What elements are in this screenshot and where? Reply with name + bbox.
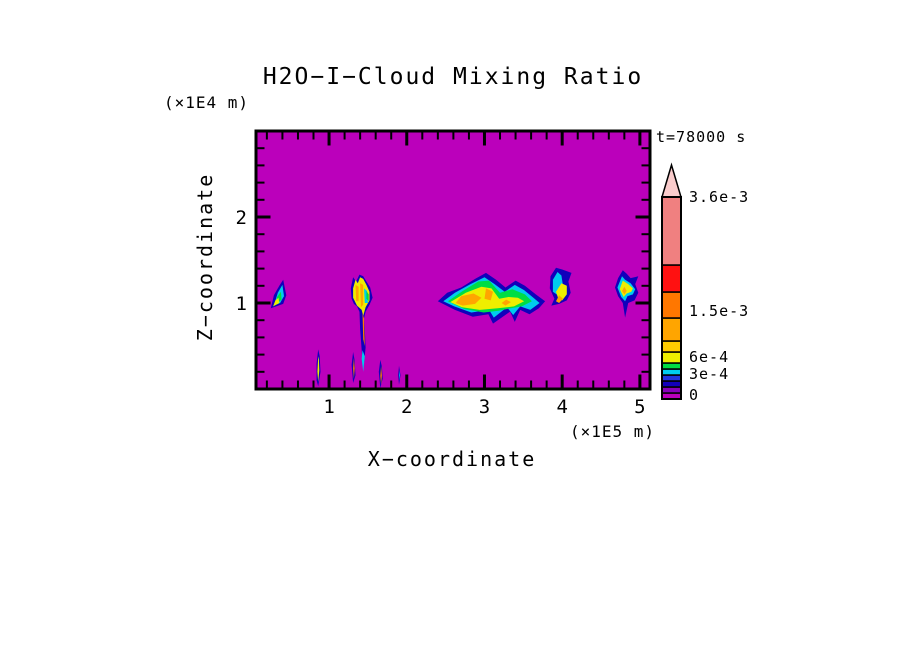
contour-level-orange [380,365,382,385]
cloud-feature-small-cloud-west [270,279,287,309]
contour-level-amber [355,284,359,302]
plot-background [256,131,650,389]
contour-level-amber [360,283,364,308]
axes-frame [254,129,652,391]
z-axis-unit-label: (×1E4 m) [164,93,249,112]
tick-labels: 1 2 3 4 5 1 2 [236,207,646,418]
colorbar-segment-cyan [661,368,682,376]
colorbar-label: 3.6e-3 [689,188,749,206]
colorbar-segment-yellow [661,351,682,364]
contour-level-amber [501,299,511,306]
plot-title: H2O−I−Cloud Mixing Ratio [263,64,643,90]
contour-level-orange [353,358,355,379]
contour-level-orange [362,313,365,346]
contour-level-yellow [317,356,320,383]
cloud-feature-cloud-east-1 [549,267,572,306]
z-tick-label: 1 [236,293,247,315]
x-tick-label: 1 [323,396,334,418]
plot-area [256,131,650,389]
colorbar-segment-red [661,264,682,293]
colorbar: 3.6e-3 1.5e-3 6e-43e-4 0 [660,162,749,404]
x-axis-unit-label: (×1E5 m) [570,422,655,441]
cloud-feature-convective-cluster [350,274,373,372]
x-tick-label: 4 [556,396,567,418]
colorbar-segment-amber [661,317,682,342]
colorbar-arrow [660,162,683,198]
cloud-feature-main-anvil-cloud [437,272,546,324]
contour-level-cyan [361,350,365,372]
contour-level-amber [622,286,627,295]
colorbar-segment-blue [661,374,682,382]
cloud-feature-precip-streak-4 [398,365,401,385]
colorbar-segment-salmon [661,196,682,266]
cloud-feature-precip-streak-3 [378,359,383,389]
colorbar-segment-purple [661,386,682,394]
colorbar-segment-navy [661,380,682,388]
plot-frame [254,129,652,391]
cloud-feature-precip-streak-1 [316,349,321,387]
x-tick-label: 2 [401,396,412,418]
contour-level-amber [556,295,563,303]
colorbar-label: 6e-4 [689,348,729,366]
z-axis-title: Z−coordinate [193,173,217,342]
z-tick-label: 2 [236,207,247,229]
colorbar-outline [661,196,682,400]
contour-level-amber [455,293,482,306]
colorbar-label: 0 [689,386,699,404]
x-tick-label: 5 [634,396,645,418]
contour-level-cyan [399,370,400,381]
colorbar-segment-orange [661,291,682,319]
x-axis-title: X−coordinate [368,447,537,471]
time-label: t=78000 s [656,128,746,146]
x-tick-label: 3 [479,396,490,418]
colorbar-label: 1.5e-3 [689,302,749,320]
colorbar-segment-gold [661,340,682,353]
colorbar-label: 3e-4 [689,365,729,383]
contour-level-yellow [273,297,280,307]
contour-level-yellow [619,280,633,297]
colorbar-segment-green [661,362,682,370]
contour-level-green [366,291,369,302]
cloud-feature-cloud-east-2 [615,270,639,318]
contour-level-amber [484,288,493,301]
cloud-feature-precip-streak-2 [351,352,356,383]
